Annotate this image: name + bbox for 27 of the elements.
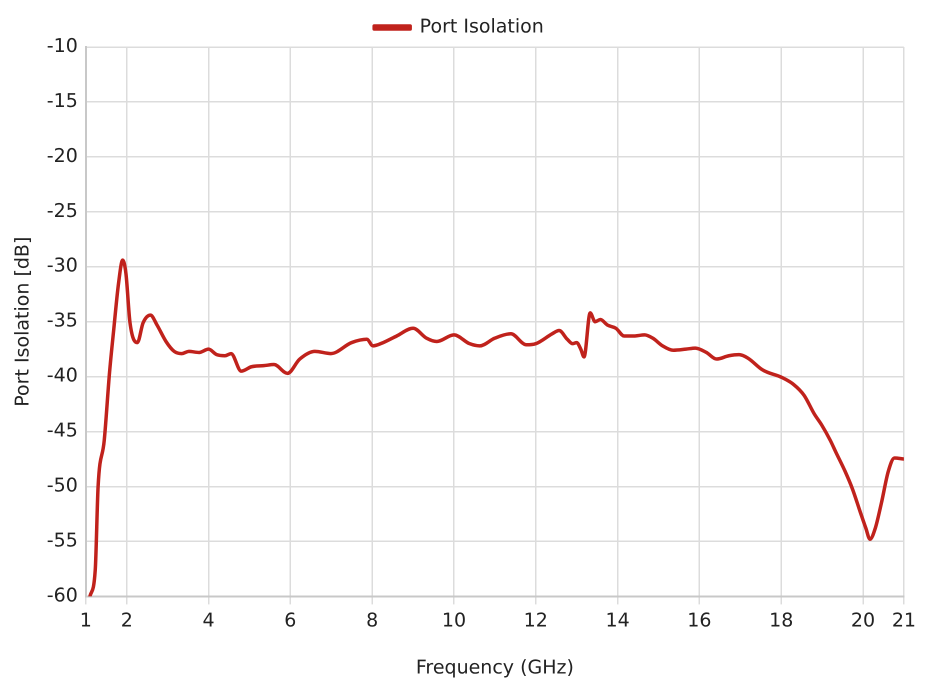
y-tick-label: -15 [46,90,78,112]
y-tick-label: -35 [46,310,78,332]
x-tick-label: 10 [442,610,466,632]
x-tick-label: 21 [892,610,916,632]
x-axis-title: Frequency (GHz) [416,656,574,679]
x-tick-label: 14 [605,610,630,632]
y-tick-label: -30 [46,254,78,277]
x-tick-label: 6 [284,610,296,632]
x-tick-label: 4 [202,610,215,632]
y-tick-label: -55 [46,529,78,552]
y-tick-label: -20 [46,144,78,167]
y-tick-label: -40 [46,364,78,387]
y-tick-label: -60 [46,584,78,606]
y-axis-title: Port Isolation [dB] [11,236,34,407]
legend-label: Port Isolation [420,15,544,38]
x-tick-label: 12 [524,610,548,632]
x-tick-label: 18 [769,610,794,632]
y-tick-label: -25 [46,200,78,222]
x-tick-label: 2 [120,610,133,632]
x-tick-label: 16 [687,610,712,632]
y-tick-label: -45 [46,420,78,442]
line-series [88,258,904,596]
y-tick-label: -10 [46,34,78,57]
x-tick-label: 1 [80,610,92,632]
y-tick-label: -50 [46,474,78,496]
x-tick-label: 8 [366,610,378,632]
x-tick-label: 20 [850,610,876,632]
